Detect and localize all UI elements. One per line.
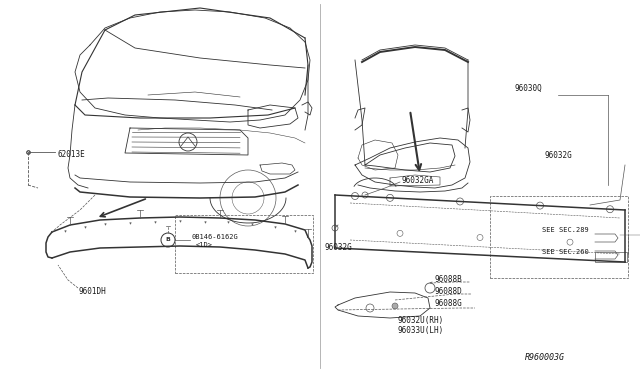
Text: 96088B: 96088B bbox=[435, 276, 463, 285]
Text: 96032G: 96032G bbox=[545, 151, 573, 160]
Text: 96032G: 96032G bbox=[325, 244, 353, 253]
Bar bbox=[595, 252, 627, 262]
Text: 9601DH: 9601DH bbox=[78, 288, 106, 296]
Bar bbox=[490, 196, 628, 278]
Circle shape bbox=[392, 303, 398, 309]
Text: 62013E: 62013E bbox=[57, 150, 84, 158]
Text: 0B146-6162G: 0B146-6162G bbox=[191, 234, 237, 240]
Text: SEE SEC.260: SEE SEC.260 bbox=[542, 249, 589, 255]
Text: 96032U(RH): 96032U(RH) bbox=[398, 315, 444, 324]
Text: 96088G: 96088G bbox=[435, 299, 463, 308]
Bar bbox=[175, 215, 313, 273]
Text: 96032GA: 96032GA bbox=[402, 176, 435, 185]
Text: <1D>: <1D> bbox=[196, 242, 213, 248]
Text: 96030Q: 96030Q bbox=[515, 83, 543, 93]
Text: SEE SEC.289: SEE SEC.289 bbox=[542, 227, 589, 233]
Text: 96033U(LH): 96033U(LH) bbox=[398, 326, 444, 334]
Text: R960003G: R960003G bbox=[525, 353, 565, 362]
Text: 96088D: 96088D bbox=[435, 288, 463, 296]
Text: B: B bbox=[166, 237, 170, 241]
